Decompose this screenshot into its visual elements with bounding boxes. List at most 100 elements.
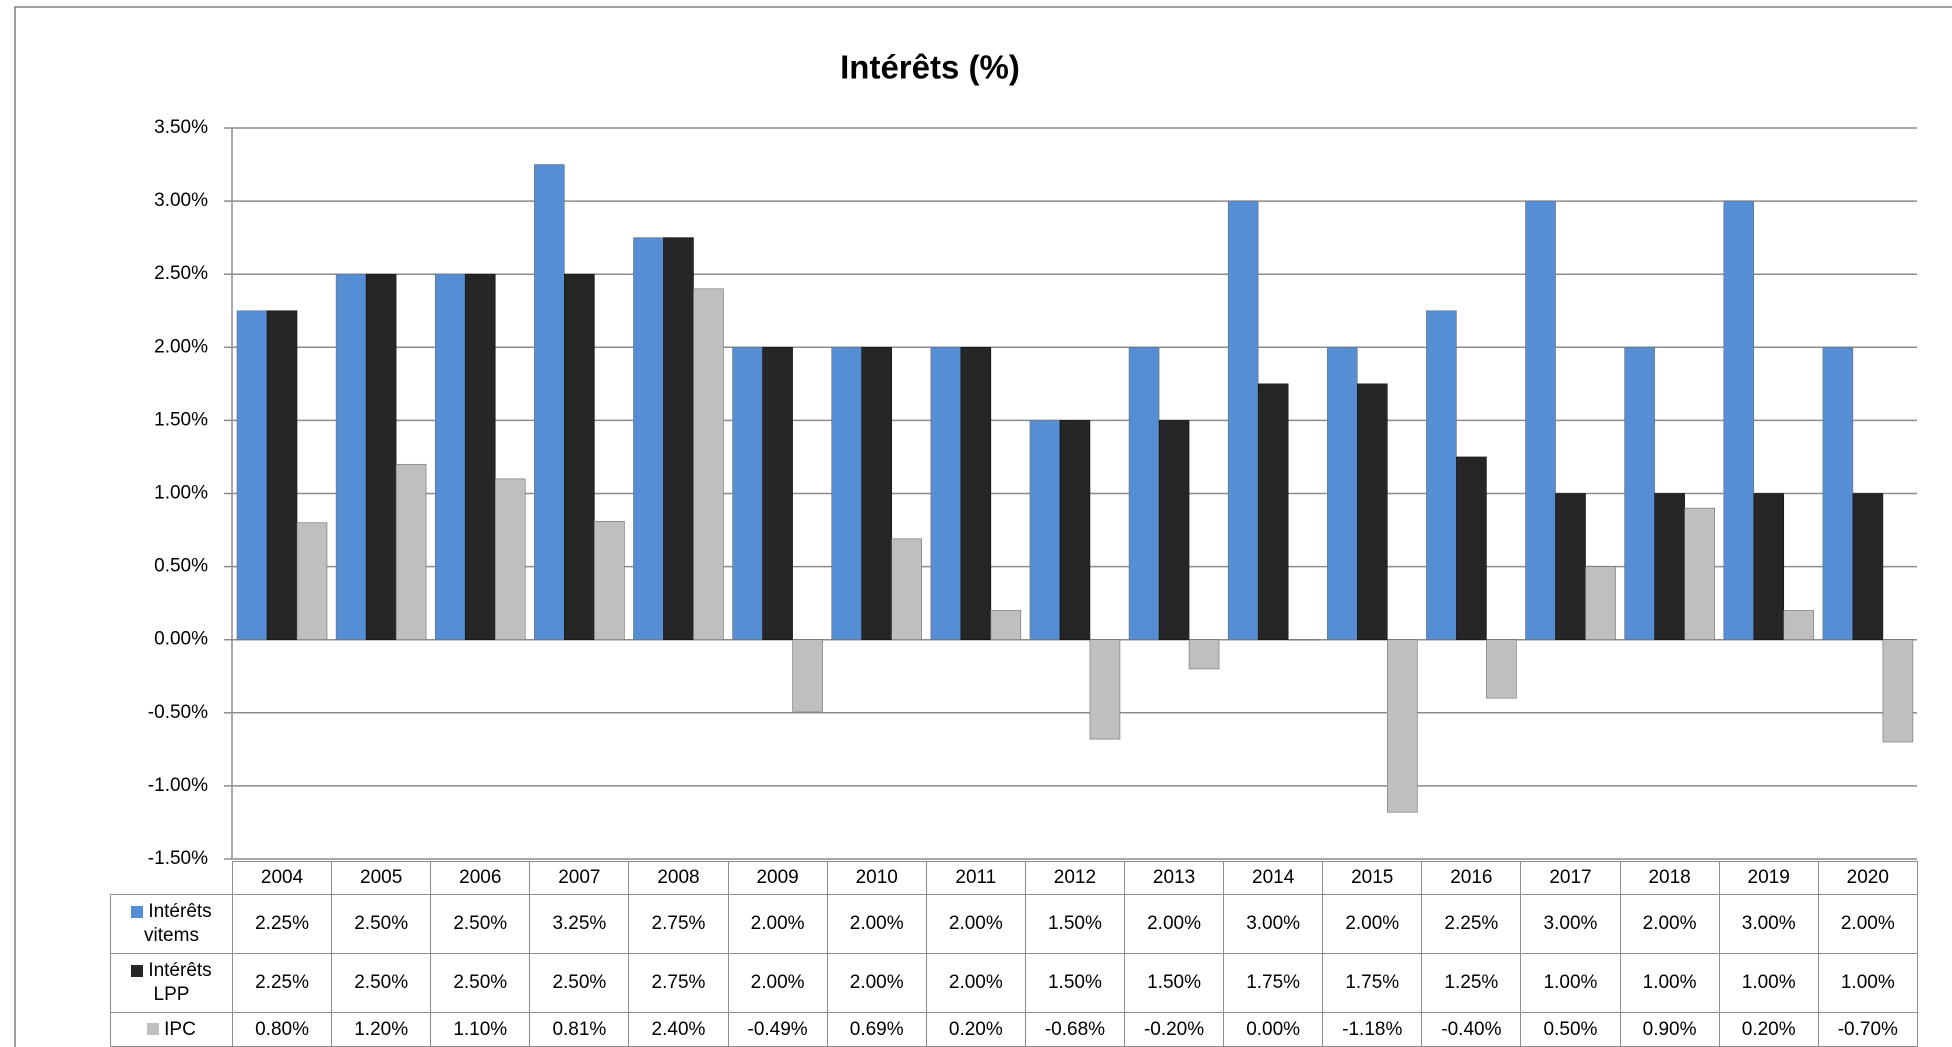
category-label: 2014 bbox=[1223, 861, 1324, 895]
bar bbox=[1158, 420, 1190, 640]
category-label: 2007 bbox=[529, 861, 630, 895]
value-label: 2.00% bbox=[925, 953, 1026, 1013]
bar bbox=[335, 273, 367, 641]
bar bbox=[732, 346, 763, 640]
bar bbox=[1852, 493, 1884, 640]
legend-cell: Intérêts vitems bbox=[110, 894, 233, 954]
y-tick-label: 0.50% bbox=[154, 556, 208, 577]
value-label: -0.20% bbox=[1123, 1012, 1225, 1047]
value-label: 0.00% bbox=[1223, 1012, 1324, 1047]
value-label: 3.00% bbox=[1718, 894, 1819, 954]
bar bbox=[534, 164, 565, 640]
y-tick-label: -1.00% bbox=[148, 775, 208, 796]
corner bbox=[110, 861, 233, 895]
value-label: -0.70% bbox=[1817, 1012, 1918, 1047]
value-label: -1.18% bbox=[1322, 1012, 1423, 1047]
value-label: 1.20% bbox=[331, 1012, 432, 1047]
bar bbox=[1089, 639, 1121, 740]
category-label: 2012 bbox=[1024, 861, 1125, 895]
y-tick-label: 2.00% bbox=[154, 336, 208, 357]
bar bbox=[1356, 383, 1388, 641]
category-label: 2019 bbox=[1718, 861, 1819, 895]
y-tick-label: -0.50% bbox=[148, 702, 208, 723]
bar bbox=[960, 346, 992, 640]
bar bbox=[930, 346, 962, 640]
legend-swatch bbox=[147, 1023, 160, 1036]
value-label: 0.90% bbox=[1619, 1012, 1720, 1047]
bar bbox=[663, 237, 694, 640]
value-label: 1.50% bbox=[1024, 894, 1125, 954]
bar bbox=[990, 610, 1022, 641]
bar bbox=[594, 520, 625, 641]
category-label: 2010 bbox=[826, 861, 927, 895]
bar bbox=[1882, 639, 1914, 743]
bar bbox=[831, 346, 863, 640]
value-label: 2.00% bbox=[826, 894, 927, 954]
bar bbox=[1486, 639, 1517, 699]
value-label: 2.75% bbox=[628, 953, 729, 1013]
value-label: 2.50% bbox=[430, 953, 531, 1013]
y-tick-label: 3.50% bbox=[154, 117, 208, 138]
bar bbox=[296, 522, 328, 640]
legend-cell: IPC bbox=[110, 1012, 233, 1047]
category-label: 2011 bbox=[925, 861, 1026, 895]
bar bbox=[1654, 493, 1685, 640]
bar bbox=[434, 273, 466, 641]
bar bbox=[1684, 507, 1715, 640]
bar bbox=[891, 538, 923, 641]
bar bbox=[792, 639, 823, 712]
bar bbox=[1287, 639, 1319, 641]
bar bbox=[1326, 346, 1358, 640]
value-label: 1.25% bbox=[1421, 953, 1522, 1013]
bar bbox=[494, 478, 526, 641]
value-label: 1.00% bbox=[1718, 953, 1819, 1013]
category-label: 2009 bbox=[727, 861, 828, 895]
value-label: 2.00% bbox=[1619, 894, 1720, 954]
legend-label: Intérêts vitems bbox=[144, 901, 212, 946]
bar bbox=[1585, 566, 1616, 640]
value-label: 2.50% bbox=[331, 894, 432, 954]
bar bbox=[633, 237, 664, 640]
bar bbox=[1555, 493, 1586, 640]
value-label: 0.20% bbox=[1718, 1012, 1819, 1047]
frame bbox=[14, 6, 1952, 1047]
bar bbox=[1624, 346, 1655, 640]
value-label: 0.20% bbox=[925, 1012, 1026, 1047]
bar bbox=[1525, 200, 1556, 641]
category-label: 2008 bbox=[628, 861, 729, 895]
series-row: IPC 0.80% 1.20% 1.10% 0.81% 2.40% -0.49% 0.69% 0… bbox=[110, 1012, 1918, 1047]
bar bbox=[266, 310, 298, 641]
bar bbox=[1029, 420, 1061, 640]
value-label: 2.25% bbox=[231, 953, 333, 1013]
value-label: 3.25% bbox=[529, 894, 630, 954]
legend-cell: Intérêts LPP bbox=[110, 953, 233, 1013]
value-label: 1.75% bbox=[1322, 953, 1423, 1013]
value-label: 2.00% bbox=[1817, 894, 1918, 954]
chart-title: Intérêts (%) bbox=[840, 49, 1020, 86]
value-label: 0.50% bbox=[1520, 1012, 1621, 1047]
header-row: 2004 2005 2006 2007 2008 2009 2010 2011 2012 2013… bbox=[110, 861, 1918, 895]
value-label: 2.00% bbox=[727, 894, 828, 954]
bar bbox=[1257, 383, 1289, 641]
value-label: 2.00% bbox=[1322, 894, 1423, 954]
value-label: 2.50% bbox=[529, 953, 630, 1013]
value-label: 2.40% bbox=[628, 1012, 729, 1047]
bar bbox=[1456, 456, 1487, 641]
value-label: 2.00% bbox=[925, 894, 1026, 954]
bar bbox=[1822, 346, 1854, 640]
y-tick-label: 2.50% bbox=[154, 263, 208, 284]
bar bbox=[365, 273, 397, 641]
bar bbox=[1753, 493, 1785, 640]
category-label: 2018 bbox=[1619, 861, 1720, 895]
value-label: 0.81% bbox=[529, 1012, 630, 1047]
category-label: 2006 bbox=[430, 861, 531, 895]
category-label: 2016 bbox=[1421, 861, 1522, 895]
bar bbox=[762, 346, 793, 640]
bar bbox=[1128, 346, 1160, 640]
bar bbox=[395, 463, 427, 641]
value-label: 2.25% bbox=[1421, 894, 1522, 954]
value-label: -0.40% bbox=[1421, 1012, 1522, 1047]
value-label: 3.00% bbox=[1223, 894, 1324, 954]
